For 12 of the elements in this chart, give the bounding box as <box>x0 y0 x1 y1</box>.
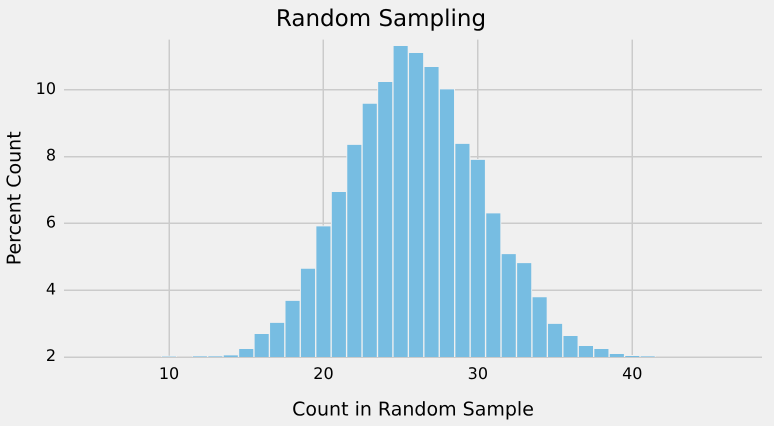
y-axis-title: Percent Count <box>3 131 26 266</box>
y-tick-label: 8 <box>46 146 56 165</box>
y-tick-label: 2 <box>46 346 56 366</box>
x-tick-label: 30 <box>468 364 488 383</box>
y-tick-label: 6 <box>46 212 56 232</box>
y-tick-label: 10 <box>36 78 56 98</box>
y-tick-label: 4 <box>46 279 56 298</box>
x-tick-label: 40 <box>622 364 642 383</box>
x-tick-label: 20 <box>313 364 334 383</box>
x-axis-title: Count in Random Sample <box>292 398 534 421</box>
chart-title: Random Sampling <box>276 6 486 32</box>
x-tick-label: 10 <box>158 364 180 383</box>
